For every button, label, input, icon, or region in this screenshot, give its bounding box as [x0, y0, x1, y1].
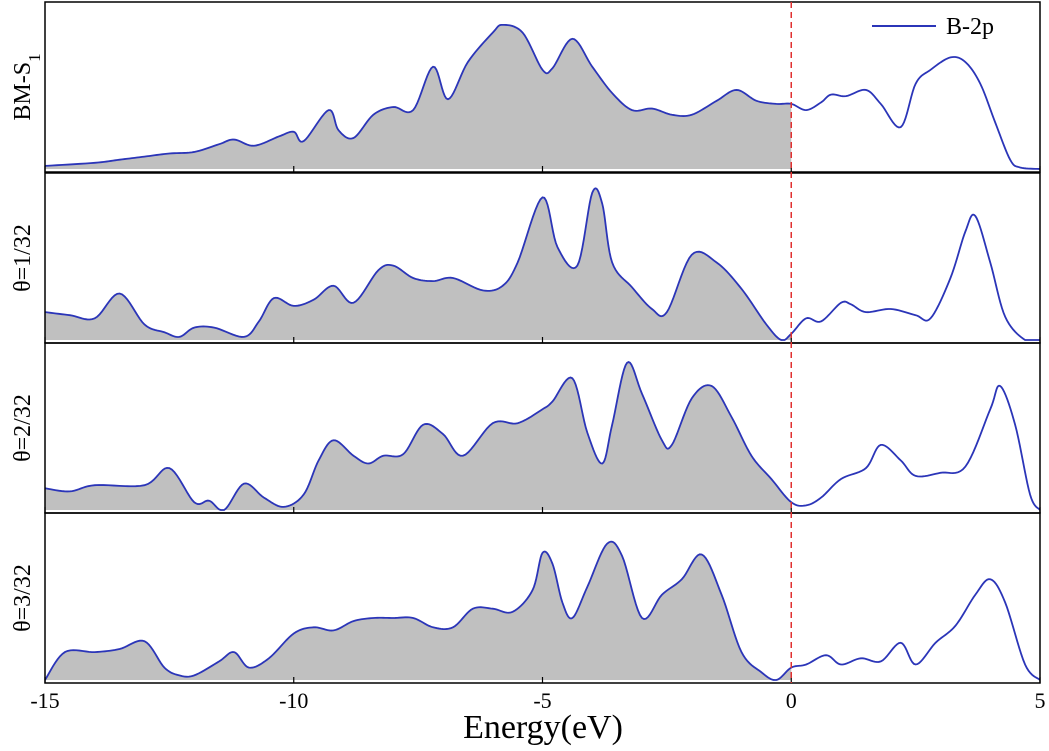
x-axis-ticks: -15 -10 -5 0 5: [30, 688, 1045, 713]
panel-1: BM-S1: [10, 1, 1041, 173]
dos-curve-B-2p: [44, 187, 1040, 341]
panel-3: θ=2/32: [10, 342, 1041, 514]
legend: B-2p: [872, 14, 994, 40]
x-tick-label: 5: [1035, 688, 1046, 713]
dos-fill-area: [45, 188, 792, 340]
panel-label: θ=3/32: [10, 564, 36, 632]
x-tick-label: 0: [786, 688, 797, 713]
legend-label: B-2p: [946, 14, 994, 40]
dos-fill-area: [45, 362, 792, 510]
x-tick-label: -5: [533, 688, 551, 713]
dos-curve-B-2p: [44, 23, 1041, 170]
panel-label: BM-S1: [10, 53, 44, 120]
panels-group: BM-S1 θ=1/32 θ=2/32 θ=3/32: [10, 1, 1041, 684]
panel-label: θ=1/32: [10, 224, 36, 292]
x-tick-label: -15: [30, 688, 59, 713]
panel-4: θ=3/32: [10, 512, 1041, 684]
dos-fill-area: [45, 541, 792, 680]
x-axis-label: Energy(eV): [463, 709, 623, 746]
dos-curve-B-2p: [44, 361, 1041, 511]
dos-fill-area: [45, 24, 792, 169]
panel-label-subscript: 1: [25, 53, 44, 62]
x-tick-label: -10: [279, 688, 308, 713]
panel-2: θ=1/32: [10, 172, 1041, 344]
dos-curve-B-2p: [44, 540, 1041, 681]
panel-label: θ=2/32: [10, 394, 36, 462]
